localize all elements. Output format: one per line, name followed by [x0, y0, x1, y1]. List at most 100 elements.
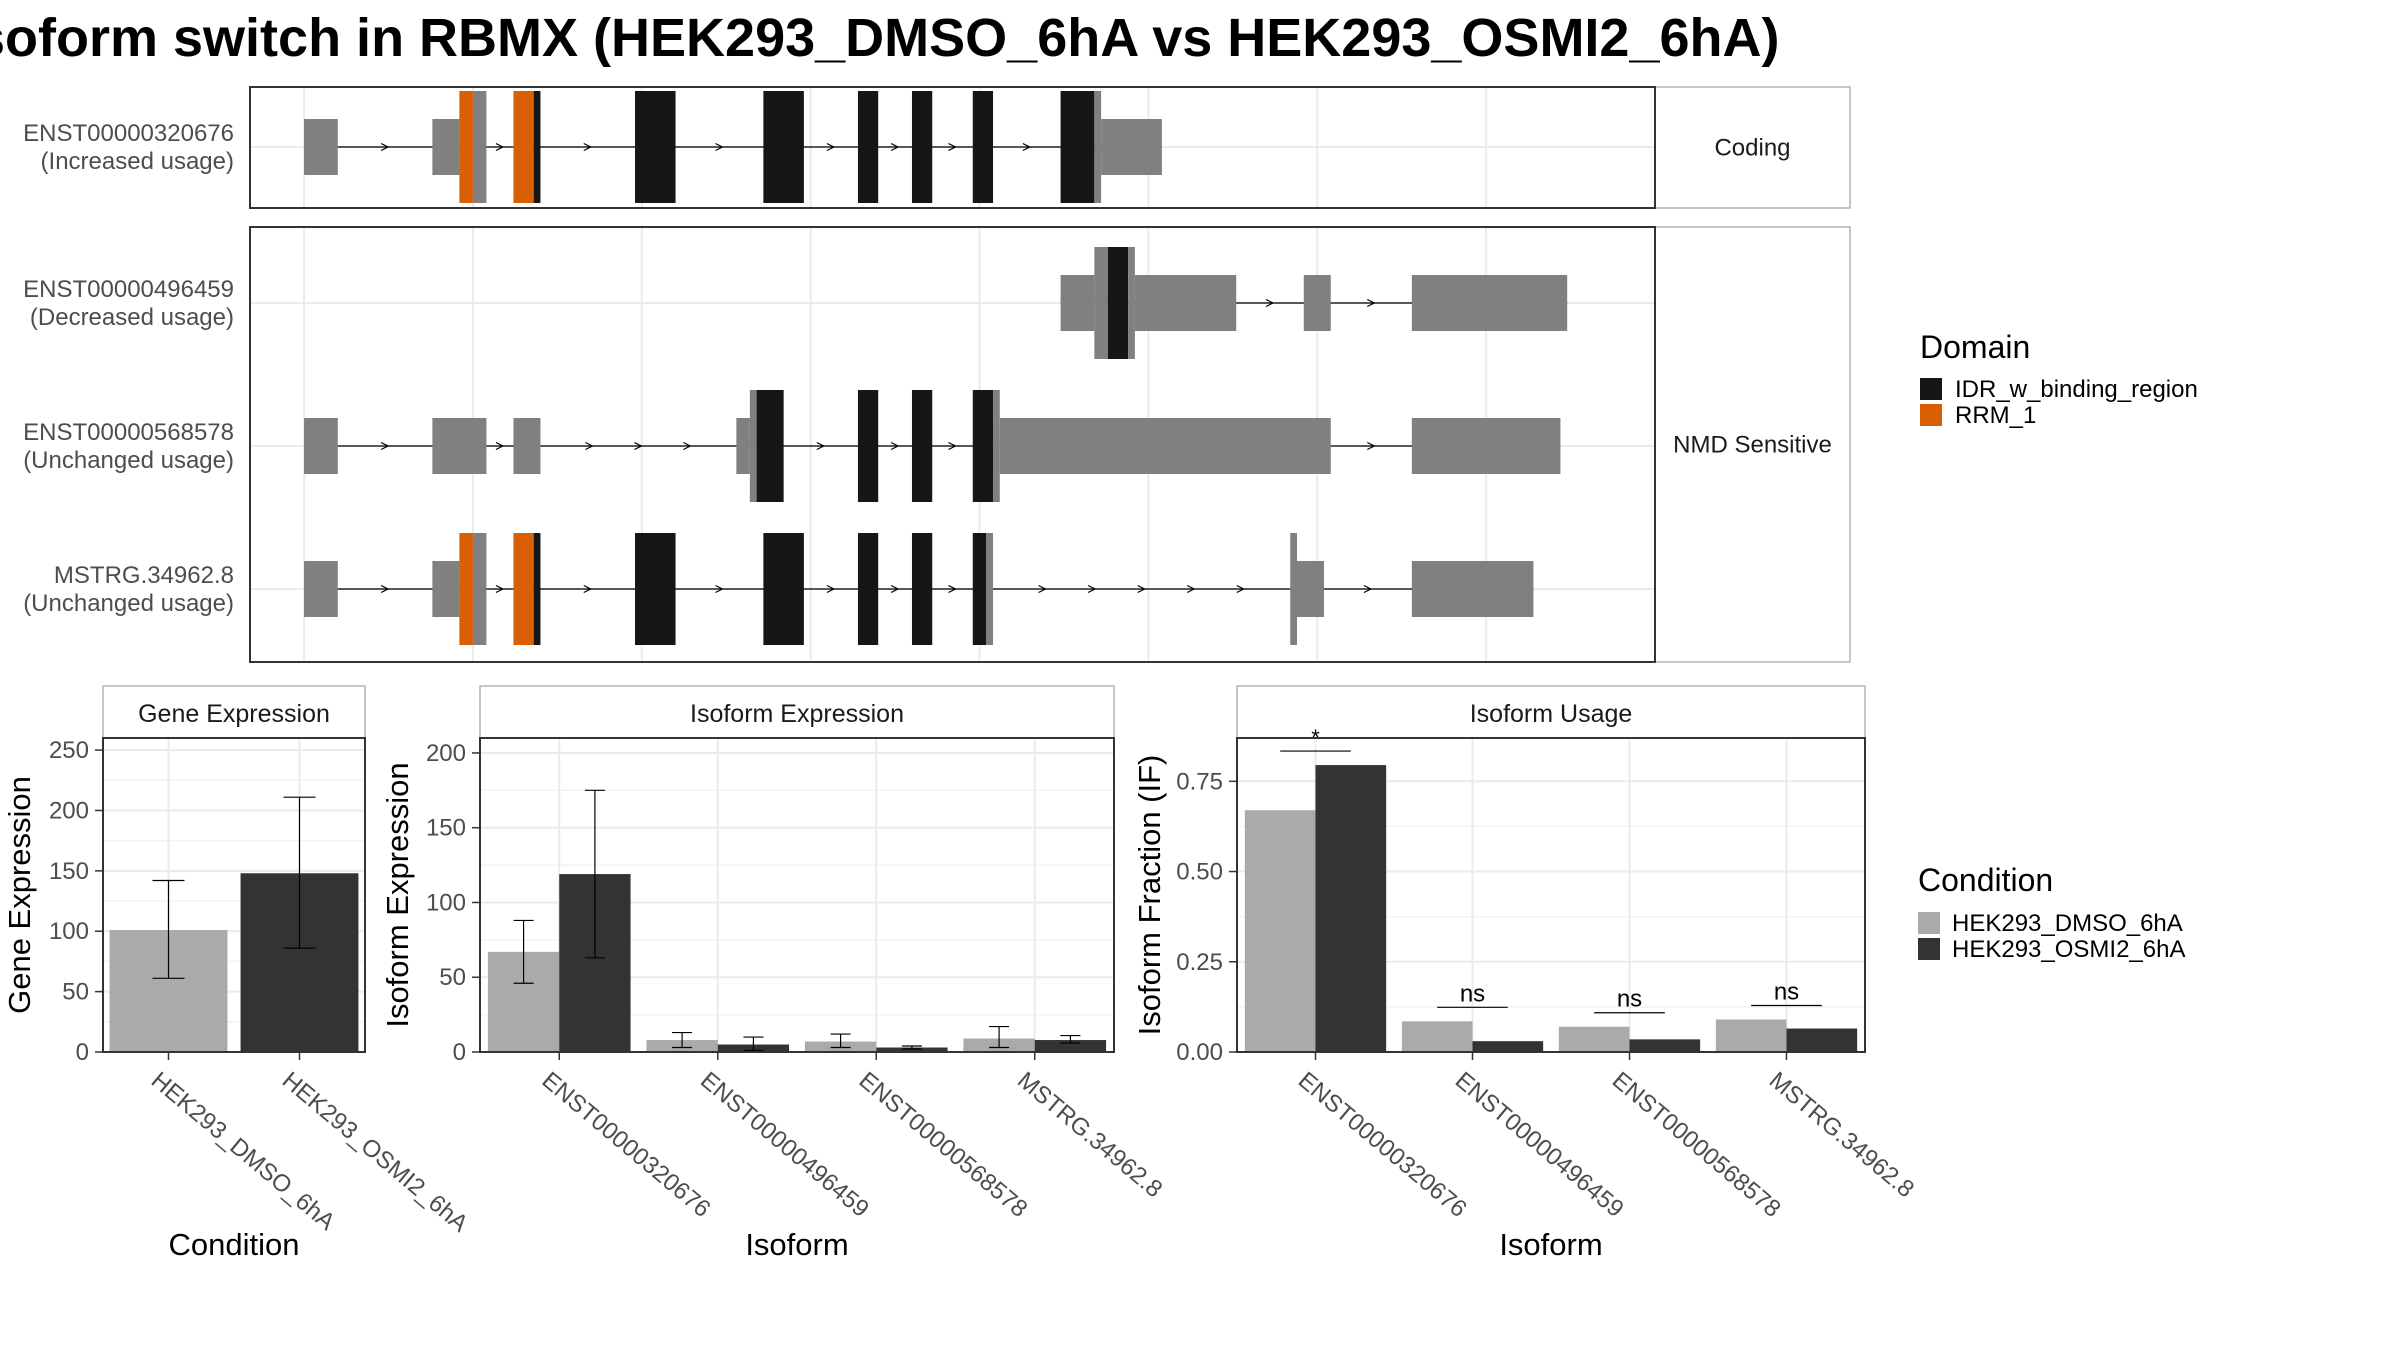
intron-arrow	[1236, 584, 1246, 594]
panel-frame	[1236, 737, 1866, 1053]
exon-idr	[533, 91, 541, 203]
facet-strip-1	[1654, 226, 1851, 663]
y-tick-label: 200	[49, 797, 89, 824]
structure-facet-frame	[249, 86, 1656, 209]
exon-idr	[911, 390, 933, 502]
exon-utr	[736, 418, 750, 474]
bar-osmi	[1629, 1039, 1701, 1052]
y-tick-label: 150	[426, 815, 466, 842]
exon-utr	[304, 119, 338, 175]
intron-arrow	[1087, 584, 1097, 594]
panel-frame	[479, 737, 1115, 1053]
exon-utr	[432, 561, 460, 617]
panel-isoform-expression: Isoform Expression 0 50 100 150 200 ENST000003…	[380, 685, 1167, 1262]
x-tick-label: ENST00000496459	[1450, 1067, 1629, 1223]
exon-cds	[1128, 247, 1135, 359]
exon-cds	[993, 390, 1000, 502]
exon-rrm	[459, 91, 473, 203]
exon-idr	[972, 533, 987, 645]
exon-idr	[911, 533, 933, 645]
exon-utr	[1303, 275, 1331, 331]
x-tick-label: ENST00000568578	[1607, 1067, 1786, 1223]
y-tick-label: 0.00	[1176, 1039, 1223, 1066]
intron-arrow	[816, 441, 826, 451]
structure-facet-frame	[249, 226, 1656, 663]
y-tick-label: 50	[62, 979, 89, 1006]
y-axis-title: Isoform Fraction (IF)	[1132, 755, 1167, 1036]
intron-arrow	[948, 142, 957, 152]
intron-arrow	[683, 441, 692, 451]
intron-arrow	[1265, 298, 1275, 308]
intron-arrow	[715, 584, 724, 594]
intron-arrow	[1022, 142, 1032, 152]
exon-utr	[999, 418, 1331, 474]
intron-arrow	[634, 441, 643, 451]
y-tick-label: 0	[453, 1039, 466, 1066]
intron-arrow	[583, 142, 593, 152]
significance-label: ns	[1774, 979, 1799, 1006]
intron-arrow	[1367, 441, 1376, 451]
transcript-usage-label: (Decreased usage)	[30, 304, 234, 331]
exon-rrm	[513, 533, 534, 645]
exon-rrm	[459, 533, 473, 645]
intron-arrow	[1363, 584, 1373, 594]
exon-utr	[432, 418, 487, 474]
transcript-usage-label: (Increased usage)	[41, 148, 234, 175]
intron-arrow	[890, 441, 900, 451]
y-tick-label: 250	[49, 737, 89, 764]
exon-idr	[857, 91, 879, 203]
exon-utr	[1134, 275, 1237, 331]
bar-osmi	[1786, 1028, 1858, 1052]
y-tick-label: 0	[76, 1039, 89, 1066]
exon-idr	[763, 91, 804, 203]
x-tick-label: ENST00000496459	[695, 1067, 874, 1223]
exon-utr	[304, 418, 338, 474]
exon-idr	[756, 390, 784, 502]
y-tick-label: 0.50	[1176, 859, 1223, 886]
exon-idr	[972, 390, 994, 502]
intron-arrow	[380, 142, 390, 152]
bar-osmi	[1315, 765, 1387, 1052]
panel-strip-title: Isoform Usage	[1470, 700, 1633, 728]
y-tick-label: 100	[426, 889, 466, 916]
x-tick-label: ENST00000320676	[1293, 1067, 1472, 1223]
legend-condition-key	[1918, 912, 1940, 934]
exon-idr	[1107, 247, 1129, 359]
exon-cds	[1094, 91, 1102, 203]
expression-panels: Gene Expression050100150200250HEK293_DMS…	[2, 685, 1919, 1262]
exon-cds	[1094, 247, 1108, 359]
intron-arrow	[380, 584, 390, 594]
y-tick-label: 50	[439, 964, 466, 991]
x-tick-label: ENST00000320676	[537, 1067, 716, 1223]
intron-arrow	[380, 441, 390, 451]
bar-osmi	[876, 1047, 948, 1052]
bar-dmso	[1401, 1021, 1473, 1052]
exon-utr	[1411, 275, 1568, 331]
panel-strip	[479, 685, 1115, 739]
exon-idr	[763, 533, 804, 645]
panel-frame	[102, 737, 366, 1053]
legend-domain-title: Domain	[1920, 329, 2030, 365]
exon-utr	[304, 561, 338, 617]
exon-utr	[1296, 561, 1325, 617]
legend-domain-key	[1920, 378, 1942, 400]
bar-dmso	[1715, 1019, 1787, 1052]
transcript-usage-label: (Unchanged usage)	[23, 590, 234, 617]
exon-utr	[1060, 275, 1095, 331]
intron-arrow	[1186, 584, 1196, 594]
intron-arrow	[1038, 584, 1047, 594]
x-tick-label: MSTRG.34962.8	[1012, 1067, 1167, 1203]
exon-cds	[1290, 533, 1297, 645]
intron-arrow	[826, 142, 836, 152]
legend-condition-label: HEK293_DMSO_6hA	[1952, 910, 2183, 937]
y-tick-label: 150	[49, 858, 89, 885]
exon-utr	[1411, 561, 1534, 617]
intron-arrow	[890, 584, 900, 594]
transcript-usage-label: (Unchanged usage)	[23, 447, 234, 474]
transcript-label: ENST00000568578	[23, 419, 234, 446]
legend-condition-key	[1918, 938, 1940, 960]
bar-dmso	[1244, 810, 1316, 1052]
intron-arrow	[1137, 584, 1146, 594]
